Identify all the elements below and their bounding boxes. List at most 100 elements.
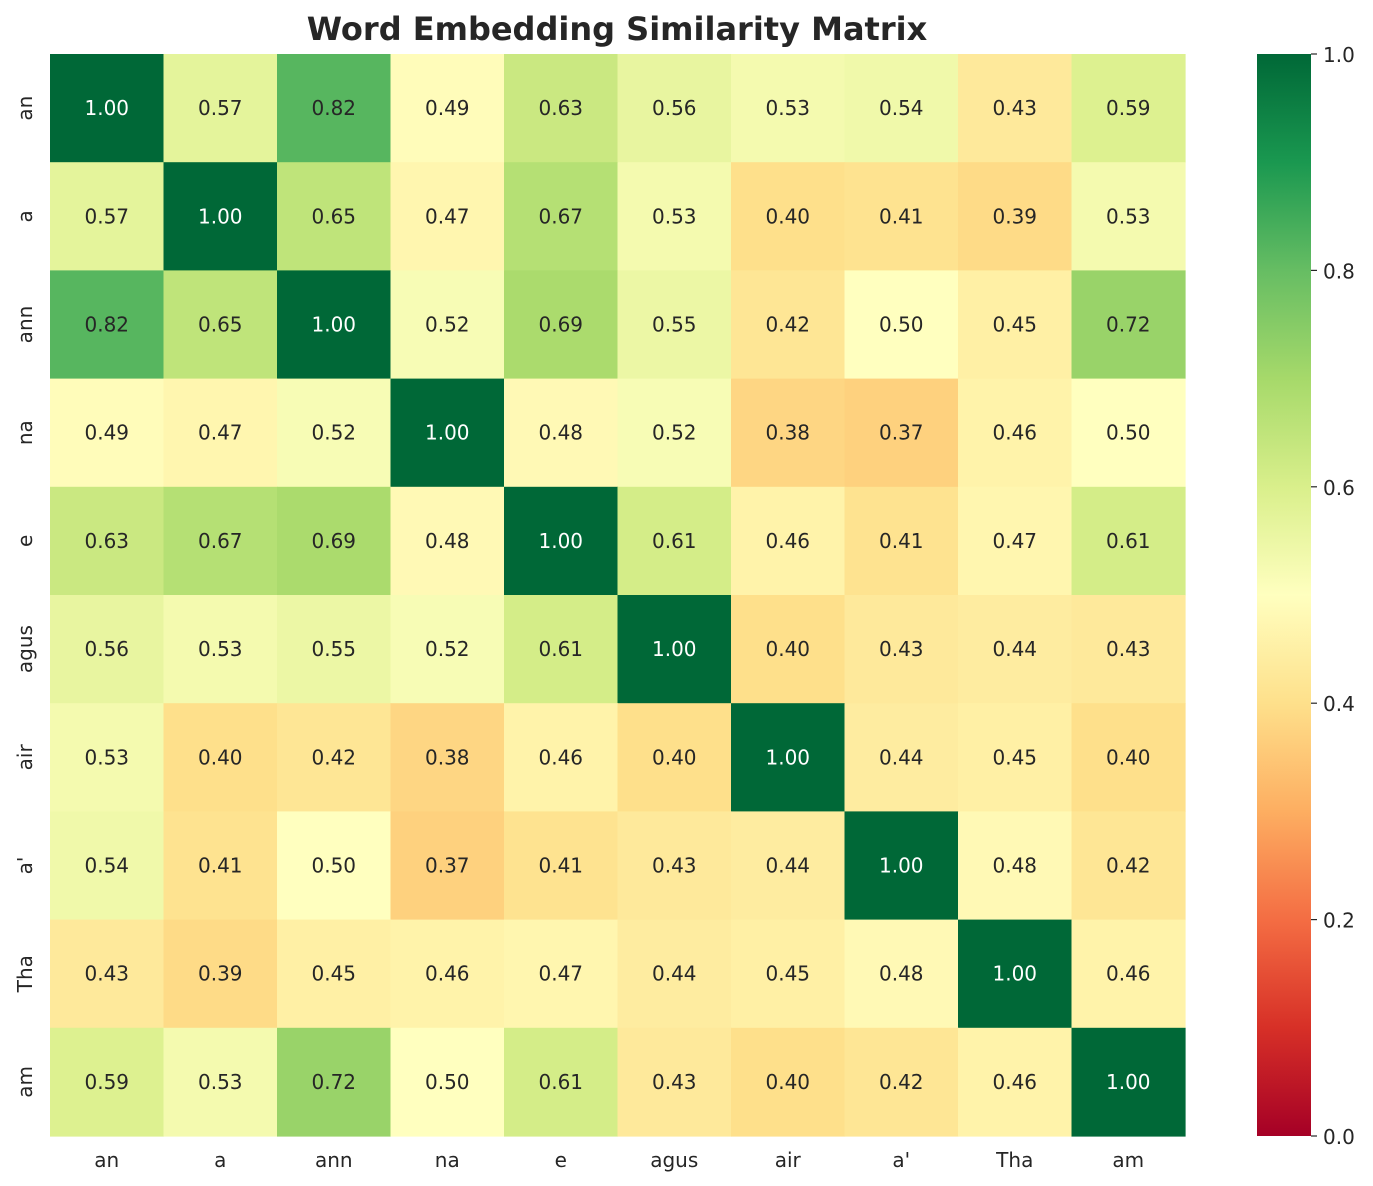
cell-value-label: 0.45 bbox=[311, 962, 356, 986]
heatmap-cell bbox=[277, 54, 392, 163]
cell-value-label: 0.40 bbox=[765, 637, 810, 661]
x-tick-label: an bbox=[94, 1148, 119, 1172]
cell-value-label: 0.50 bbox=[1106, 421, 1151, 445]
heatmap-cell bbox=[277, 703, 392, 812]
cell-value-label: 0.55 bbox=[311, 637, 356, 661]
heatmap-cell bbox=[844, 811, 959, 921]
x-axis-ticks: an a ann na e agus air a' Tha am bbox=[94, 1148, 1144, 1172]
heatmap-cell bbox=[390, 919, 505, 1029]
heatmap-cell bbox=[504, 703, 619, 812]
heatmap-cell bbox=[163, 703, 278, 812]
heatmap-cell bbox=[731, 811, 846, 921]
cell-value-label: 0.47 bbox=[538, 962, 583, 986]
cell-value-label: 0.44 bbox=[879, 745, 924, 769]
cell-value-label: 0.44 bbox=[992, 637, 1037, 661]
cell-value-label: 0.54 bbox=[879, 96, 924, 120]
heatmap-cell bbox=[504, 919, 619, 1029]
y-tick-label: e bbox=[13, 535, 37, 547]
heatmap-cells: 1.00 0.57 0.82 0.49 0.63 0.56 0.53 0.54 0.43 0.59… bbox=[50, 54, 1186, 1137]
cell-value-label: 0.48 bbox=[992, 854, 1037, 878]
x-tick-label: air bbox=[775, 1148, 802, 1172]
heatmap-cell bbox=[731, 595, 846, 704]
cell-value-label: 0.53 bbox=[652, 204, 697, 228]
colorbar-tick-label: 1.0 bbox=[1323, 43, 1355, 67]
cell-value-label: 0.52 bbox=[652, 421, 697, 445]
cell-value-label: 0.47 bbox=[992, 529, 1037, 553]
cell-value-label: 0.63 bbox=[84, 529, 129, 553]
cell-value-label: 0.42 bbox=[1106, 854, 1151, 878]
x-tick-label: a' bbox=[892, 1148, 910, 1172]
cell-value-label: 0.37 bbox=[879, 421, 924, 445]
cell-value-label: 0.46 bbox=[425, 962, 470, 986]
heatmap-cell bbox=[504, 1027, 619, 1137]
heatmap-cell bbox=[617, 703, 732, 812]
heatmap-cell bbox=[844, 703, 959, 812]
heatmap-cell bbox=[163, 54, 278, 163]
x-tick-label: agus bbox=[650, 1148, 698, 1172]
cell-value-label: 0.82 bbox=[84, 313, 129, 337]
cell-value-label: 0.55 bbox=[652, 313, 697, 337]
heatmap-cell bbox=[50, 703, 165, 812]
cell-value-label: 0.45 bbox=[992, 313, 1037, 337]
x-tick-label: e bbox=[555, 1148, 567, 1172]
heatmap-cell bbox=[390, 378, 505, 488]
cell-value-label: 0.82 bbox=[311, 96, 356, 120]
cell-value-label: 0.38 bbox=[425, 745, 470, 769]
cell-value-label: 0.48 bbox=[425, 529, 470, 553]
heatmap-cell bbox=[731, 1027, 846, 1137]
cell-value-label: 0.59 bbox=[1106, 96, 1151, 120]
x-tick-label: Tha bbox=[995, 1148, 1033, 1172]
cell-value-label: 0.50 bbox=[879, 313, 924, 337]
heatmap-cell bbox=[617, 1027, 732, 1137]
heatmap-cell bbox=[277, 486, 392, 596]
cell-value-label: 0.69 bbox=[311, 529, 356, 553]
cell-value-label: 0.65 bbox=[198, 313, 243, 337]
cell-value-label: 0.56 bbox=[84, 637, 129, 661]
cell-value-label: 0.47 bbox=[198, 421, 243, 445]
heatmap-cell bbox=[958, 54, 1073, 163]
cell-value-label: 0.63 bbox=[538, 96, 583, 120]
cell-value-label: 0.41 bbox=[879, 529, 924, 553]
cell-value-label: 0.41 bbox=[198, 854, 243, 878]
heatmap-cell bbox=[731, 162, 846, 271]
heatmap-cell bbox=[617, 54, 732, 163]
cell-value-label: 0.39 bbox=[198, 962, 243, 986]
cell-value-label: 0.50 bbox=[311, 854, 356, 878]
heatmap-cell bbox=[50, 54, 165, 163]
heatmap-cell bbox=[844, 919, 959, 1029]
cell-value-label: 0.49 bbox=[84, 421, 129, 445]
heatmap-cell bbox=[277, 378, 392, 488]
y-tick-label: na bbox=[13, 420, 37, 445]
cell-value-label: 0.61 bbox=[538, 1070, 583, 1094]
heatmap-cell bbox=[844, 162, 959, 271]
colorbar-tick-label: 0.8 bbox=[1323, 259, 1355, 283]
cell-value-label: 0.38 bbox=[765, 421, 810, 445]
cell-value-label: 1.00 bbox=[311, 313, 356, 337]
heatmap-cell bbox=[1071, 270, 1186, 380]
cell-value-label: 0.37 bbox=[425, 854, 470, 878]
colorbar-tick-label: 0.0 bbox=[1323, 1125, 1355, 1149]
y-tick-label: Tha bbox=[13, 955, 37, 993]
cell-value-label: 0.52 bbox=[311, 421, 356, 445]
heatmap-cell bbox=[504, 378, 619, 488]
cell-value-label: 0.72 bbox=[311, 1070, 356, 1094]
cell-value-label: 0.43 bbox=[1106, 637, 1151, 661]
heatmap-cell bbox=[617, 595, 732, 704]
heatmap-cell bbox=[504, 595, 619, 704]
heatmap-cell bbox=[277, 811, 392, 921]
heatmap-cell bbox=[617, 270, 732, 380]
heatmap-cell bbox=[844, 1027, 959, 1137]
cell-value-label: 1.00 bbox=[425, 421, 470, 445]
colorbar-tick-label: 0.6 bbox=[1323, 476, 1355, 500]
x-tick-label: a bbox=[214, 1148, 226, 1172]
x-tick-label: na bbox=[435, 1148, 460, 1172]
heatmap-cell bbox=[1071, 811, 1186, 921]
cell-value-label: 1.00 bbox=[198, 204, 243, 228]
heatmap-cell bbox=[390, 1027, 505, 1137]
cell-value-label: 0.59 bbox=[84, 1070, 129, 1094]
cell-value-label: 1.00 bbox=[538, 529, 583, 553]
heatmap-cell bbox=[390, 162, 505, 271]
cell-value-label: 1.00 bbox=[879, 854, 924, 878]
heatmap-cell bbox=[504, 811, 619, 921]
